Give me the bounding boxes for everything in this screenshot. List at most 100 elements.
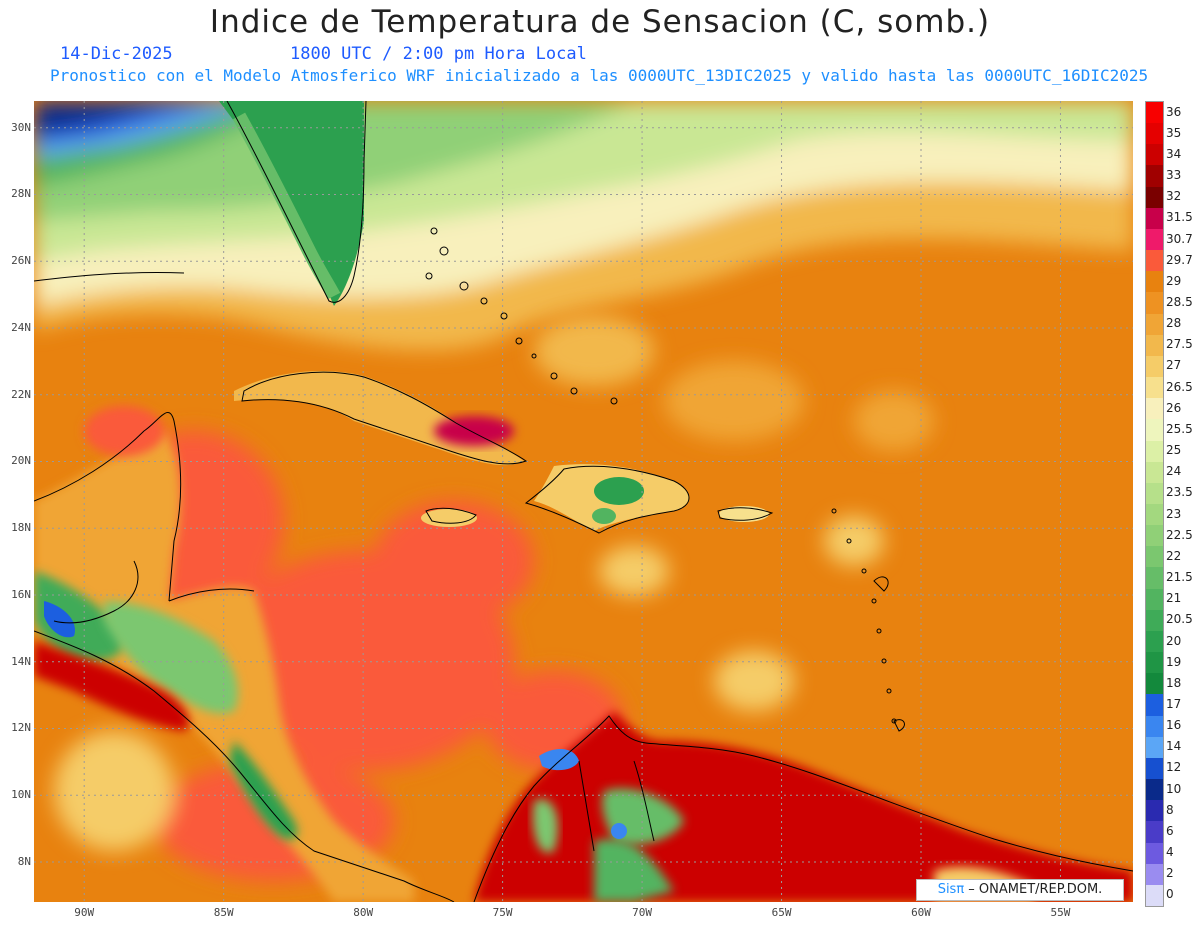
colorbar-swatch [1146,186,1163,209]
colorbar-level-label: 6 [1166,823,1174,838]
colorbar-swatch [1146,313,1163,336]
lat-label: 20N [11,454,31,468]
jamaica-land [421,509,477,527]
colorbar-swatch [1146,102,1163,124]
map-canvas [34,101,1133,902]
lat-label: 24N [11,320,31,334]
colorbar-swatch [1146,609,1163,632]
colorbar-swatch [1146,736,1163,759]
onamet-label: – ONAMET/REP.DOM. [964,882,1103,897]
colorbar-level-label: 25.5 [1166,421,1193,436]
island-chain [425,227,905,732]
map-title: Indice de Temperatura de Sensacion (C, s… [209,4,991,40]
lat-label: 14N [11,654,31,668]
colorbar-level-label: 27.5 [1166,337,1193,352]
colorbar-swatch [1146,800,1163,822]
colorbar-level-label: 23 [1166,506,1182,521]
colorbar-level-label: 21 [1166,591,1182,606]
forecast-date: 14-Dic-2025 [60,44,173,64]
lon-label: 55W [1050,906,1071,919]
south-america-land [474,711,1133,902]
colorbar-swatch [1146,355,1163,378]
colorbar-swatch [1146,228,1163,251]
colorbar-level-label: 22.5 [1166,527,1193,542]
colorbar-swatch [1146,504,1163,526]
lon-label: 75W [492,906,513,919]
lat-label: 22N [11,387,31,401]
colorbar-legend [1145,101,1164,907]
colorbar-swatch [1146,334,1163,357]
colorbar-level-label: 29.7 [1166,252,1193,267]
colorbar-level-label: 17 [1166,697,1182,711]
hispaniola-land [534,464,689,531]
colorbar-swatch [1146,673,1163,695]
colorbar-level-label: 10 [1166,781,1182,796]
colorbar-level-label: 28 [1166,316,1182,331]
colorbar-level-label: 18 [1166,675,1182,690]
colorbar-swatch [1146,694,1163,717]
lat-label: 28N [11,187,31,201]
florida-land [219,101,364,306]
colorbar-level-label: 33 [1166,168,1182,183]
cuba-land [234,371,524,466]
lon-label: 65W [771,906,792,919]
forecast-time: 1800 UTC / 2:00 pm Hora Local [290,44,587,64]
colorbar-level-label: 26 [1166,400,1182,415]
lat-label: 26N [11,254,31,268]
colorbar-level-label: 34 [1166,146,1182,161]
lat-lon-grid [34,101,1133,902]
colorbar-level-label: 31.5 [1166,210,1193,225]
colorbar-level-label: 0 [1166,887,1174,902]
colorbar-level-label: 19 [1166,654,1182,669]
model-subtitle: Pronostico con el Modelo Atmosferico WRF… [50,66,1149,85]
colorbar-level-label: 32 [1166,189,1182,204]
colorbar-level-label: 22 [1166,548,1182,563]
lat-label: 30N [11,120,31,134]
colorbar-swatch [1146,377,1163,399]
colorbar-level-label: 2 [1166,866,1174,881]
coastlines [34,101,1133,902]
colorbar-swatch [1146,144,1163,166]
colorbar-level-label: 23.5 [1166,485,1193,500]
lon-label: 85W [213,906,234,919]
lon-label: 90W [74,906,95,919]
colorbar-swatch [1146,779,1163,801]
colorbar-swatch [1146,567,1163,590]
colorbar-swatch [1146,461,1163,484]
colorbar-level-label: 26.5 [1166,379,1193,394]
colorbar-swatch [1146,652,1163,674]
colorbar-level-label: 20.5 [1166,612,1193,627]
colorbar-swatch [1146,525,1163,547]
colorbar-swatch [1146,398,1163,420]
lat-label: 18N [11,521,31,535]
colorbar-level-label: 16 [1166,718,1182,733]
colorbar-swatch [1146,630,1163,653]
colorbar-level-label: 35 [1166,125,1182,140]
colorbar-level-label: 28.5 [1166,295,1193,309]
colorbar-swatch [1146,715,1163,738]
colorbar-swatch [1146,250,1163,272]
credit-badge: Sisπ – ONAMET/REP.DOM. [916,879,1124,901]
colorbar-swatch [1146,757,1163,780]
colorbar-swatch [1146,419,1163,442]
colorbar-swatch [1146,165,1163,188]
colorbar-level-label: 25 [1166,443,1182,458]
colorbar-swatch [1146,123,1163,145]
colorbar-level-label: 30.7 [1166,231,1193,246]
colorbar-swatch [1146,842,1163,865]
colorbar-level-label: 29 [1166,273,1182,288]
colorbar-swatch [1146,863,1163,886]
puerto-rico-land [719,506,769,522]
lon-label: 80W [353,906,374,919]
lon-label: 70W [632,906,652,919]
lat-label: 10N [11,788,31,802]
lon-label: 60W [911,906,931,919]
lat-label: 8N [17,854,31,868]
colorbar-swatch [1146,546,1163,568]
colorbar-level-label: 24 [1166,464,1182,479]
heat-index-map: 30N 28N 26N 24N 22N 20N 18N 16N 14N 12N 10N 8N 90W 8… [11,101,1133,919]
colorbar-swatch [1146,821,1163,844]
colorbar-level-label: 14 [1166,739,1182,754]
colorbar-swatch [1146,440,1163,463]
colorbar-level-label: 4 [1166,845,1174,860]
